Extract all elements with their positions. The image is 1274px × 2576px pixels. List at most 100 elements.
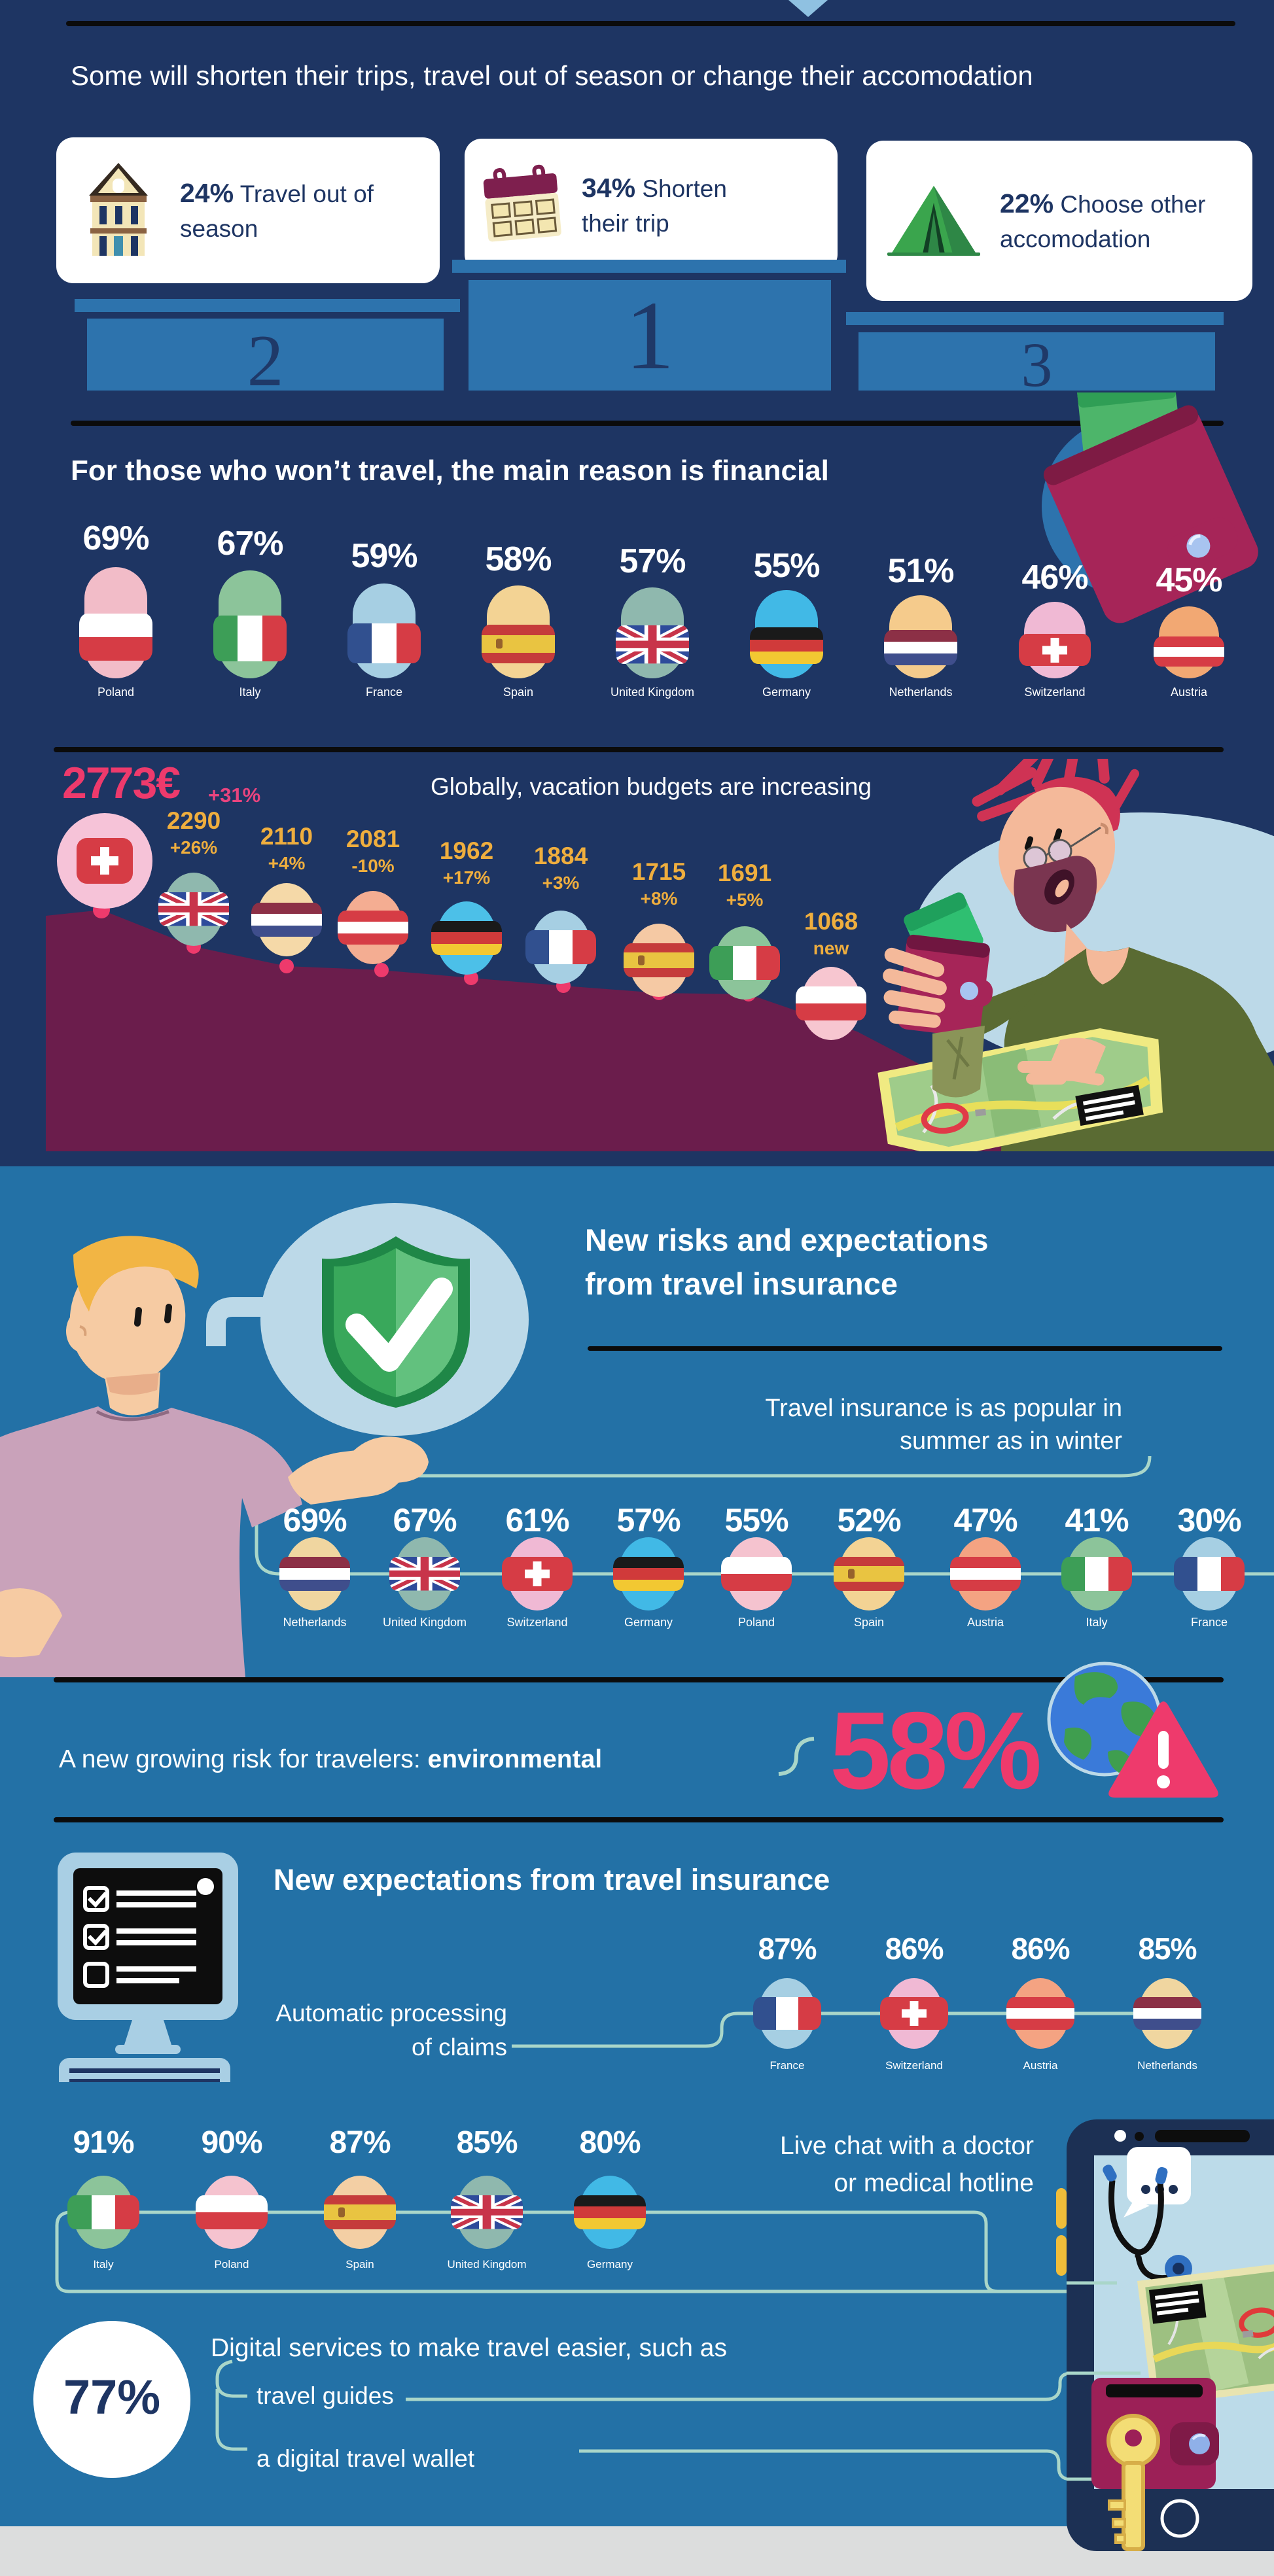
flag-egg-italy (709, 926, 780, 1000)
country-label: Austria (1023, 2059, 1058, 2072)
environment-text-plain: A new growing risk for travelers: (59, 1745, 421, 1773)
podium-third-block (858, 332, 1215, 391)
phone-speaker (1155, 2130, 1250, 2142)
flag-pill-switzerland (1019, 602, 1091, 678)
stat-percent: 86% (885, 1932, 944, 1966)
budget-value: 1962 (439, 837, 494, 864)
digital-percent: 77% (63, 2370, 161, 2424)
stat-percent: 55% (724, 1502, 788, 1539)
card-label: Shorten their trip (582, 175, 727, 237)
phone-button (1056, 2188, 1067, 2229)
flag-egg-france (1174, 1537, 1245, 1610)
budget-change: +4% (268, 853, 306, 873)
traveler-wallet (883, 892, 993, 1098)
flag-egg-netherlands (251, 883, 322, 956)
stat-percent: 55% (753, 547, 820, 585)
phone-button (1056, 2235, 1067, 2276)
expectations-title: New expectations from travel insurance (274, 1863, 830, 1896)
stat-percent: 87% (758, 1932, 817, 1966)
stat-percent: 69% (82, 519, 149, 557)
phone-home-button (1160, 2499, 1199, 2538)
digital-bullet-1: travel guides (257, 2382, 394, 2409)
card-percent: 24% (180, 178, 234, 209)
card-text: 24% Travel out of season (180, 174, 383, 247)
divider (54, 747, 1224, 752)
card-percent: 22% (1000, 188, 1054, 219)
environment-text: A new growing risk for travelers: enviro… (59, 1745, 602, 1774)
card-shorten-trip: 34% Shorten their trip (465, 139, 838, 271)
budget-change: +8% (640, 888, 678, 909)
country-label: France (365, 686, 403, 699)
podium-rank-3: 3 (1021, 330, 1053, 400)
digital-wallet-connector-line (579, 2449, 1093, 2481)
environment-text-bold: environmental (427, 1745, 603, 1773)
insurance-man-illustration (0, 1203, 529, 1677)
country-label: Poland (214, 2258, 249, 2271)
traveler-hand-on-map (1017, 1037, 1106, 1086)
digital-percent-circle (33, 2321, 190, 2478)
claims-connector-line (512, 2011, 1171, 2048)
stat-percent: 59% (351, 537, 417, 575)
country-label: United Kingdom (447, 2258, 527, 2271)
country-label: Italy (239, 686, 261, 699)
stat-percent: 67% (217, 525, 283, 563)
financial-title: For those who won’t travel, the main rea… (71, 455, 829, 487)
stat-percent: 45% (1156, 561, 1222, 599)
card-label: Choose other accomodation (1000, 191, 1206, 253)
podium-rank-1: 1 (625, 281, 675, 390)
country-label: Austria (1170, 686, 1208, 699)
podium-second-lip (75, 299, 460, 312)
shield-bubble-tail (206, 1297, 264, 1346)
budget-change: +3% (542, 873, 580, 893)
environment-squiggle-line (778, 1737, 815, 1776)
card-text: 22% Choose other accomodation (1000, 184, 1216, 257)
flag-egg-germany (574, 2176, 646, 2249)
card-label: Travel out of season (180, 181, 374, 243)
stat-percent: 85% (1138, 1932, 1197, 1966)
country-label: Italy (93, 2258, 114, 2271)
country-label: France (1190, 1616, 1228, 1629)
flag-pill-netherlands (884, 595, 957, 678)
bottom-gray-strip (0, 2526, 1274, 2576)
risks-subtitle-line2: summer as in winter (900, 1427, 1122, 1455)
country-label: Austria (966, 1616, 1004, 1629)
building-icon (89, 162, 148, 256)
stat-percent: 61% (505, 1502, 569, 1539)
stat-percent: 51% (887, 552, 954, 590)
stat-percent: 46% (1021, 559, 1088, 597)
budget-change: +5% (726, 890, 764, 910)
flag-egg-france (753, 1978, 821, 2049)
claims-label: Automatic processing of claims (249, 1996, 507, 2064)
country-label: Switzerland (506, 1616, 568, 1629)
country-label: Spain (345, 2258, 374, 2271)
country-label: Netherlands (283, 1616, 347, 1629)
wallet-key-icon (1091, 2378, 1219, 2551)
checkmark-icon (345, 1278, 453, 1372)
budget-change: new (813, 938, 849, 958)
country-label: Switzerland (885, 2059, 943, 2072)
flag-egg-austria (950, 1537, 1021, 1610)
podium-first-block (469, 280, 831, 391)
stat-percent: 85% (456, 2125, 518, 2160)
country-label: Switzerland (1024, 686, 1086, 699)
stat-percent: 57% (619, 542, 686, 580)
podium-first-lip (452, 260, 846, 273)
stat-percent: 30% (1177, 1502, 1241, 1539)
country-label: Germany (762, 686, 811, 699)
stat-percent: 69% (283, 1502, 347, 1539)
earth-warning-illustration (1047, 1662, 1218, 1798)
stat-percent: 47% (953, 1502, 1017, 1539)
flag-pill-poland (79, 567, 152, 678)
travel-guides-connector-line (406, 2371, 1139, 2401)
chat-label-line1: Live chat with a doctor (779, 2132, 1034, 2160)
flag-egg-germany (431, 901, 502, 975)
flag-pill-italy (213, 570, 287, 678)
budget-title: Globally, vacation budgets are increasin… (431, 773, 872, 800)
country-label: Poland (97, 686, 135, 699)
budget-value: 1691 (717, 860, 772, 886)
man-body (0, 1406, 429, 1677)
budget-value: 2081 (345, 826, 400, 852)
chat-label-line2: or medical hotline (834, 2169, 1034, 2197)
budget-change: +26% (169, 837, 218, 858)
divider (66, 21, 1235, 26)
